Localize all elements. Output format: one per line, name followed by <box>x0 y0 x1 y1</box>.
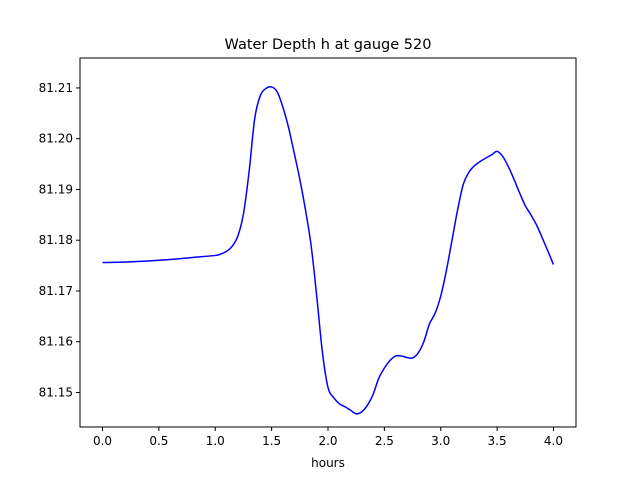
y-axis: 81.15 81.16 81.17 81.18 81.19 81.20 81.21 <box>39 81 80 399</box>
y-tick-label: 81.17 <box>39 284 73 298</box>
x-tick-label: 2.5 <box>375 434 394 448</box>
chart-title: Water Depth h at gauge 520 <box>225 37 432 53</box>
x-tick-label: 1.5 <box>262 434 281 448</box>
x-tick-label: 2.0 <box>318 434 337 448</box>
x-axis-label: hours <box>311 456 345 470</box>
y-tick-label: 81.20 <box>39 132 73 146</box>
x-axis: 0.0 0.5 1.0 1.5 2.0 2.5 3.0 3.5 4.0 <box>93 427 563 448</box>
y-tick-label: 81.18 <box>39 233 73 247</box>
x-tick-label: 0.0 <box>93 434 112 448</box>
x-tick-label: 0.5 <box>149 434 168 448</box>
plot-frame <box>79 57 577 428</box>
x-tick-label: 1.0 <box>206 434 225 448</box>
series-line <box>102 85 555 415</box>
y-tick-label: 81.16 <box>39 335 73 349</box>
y-tick-label: 81.21 <box>39 81 73 95</box>
x-tick-label: 3.5 <box>488 434 507 448</box>
y-tick-label: 81.15 <box>39 385 73 399</box>
x-tick-label: 3.0 <box>431 434 450 448</box>
x-tick-label: 4.0 <box>544 434 563 448</box>
y-tick-label: 81.19 <box>39 182 73 196</box>
